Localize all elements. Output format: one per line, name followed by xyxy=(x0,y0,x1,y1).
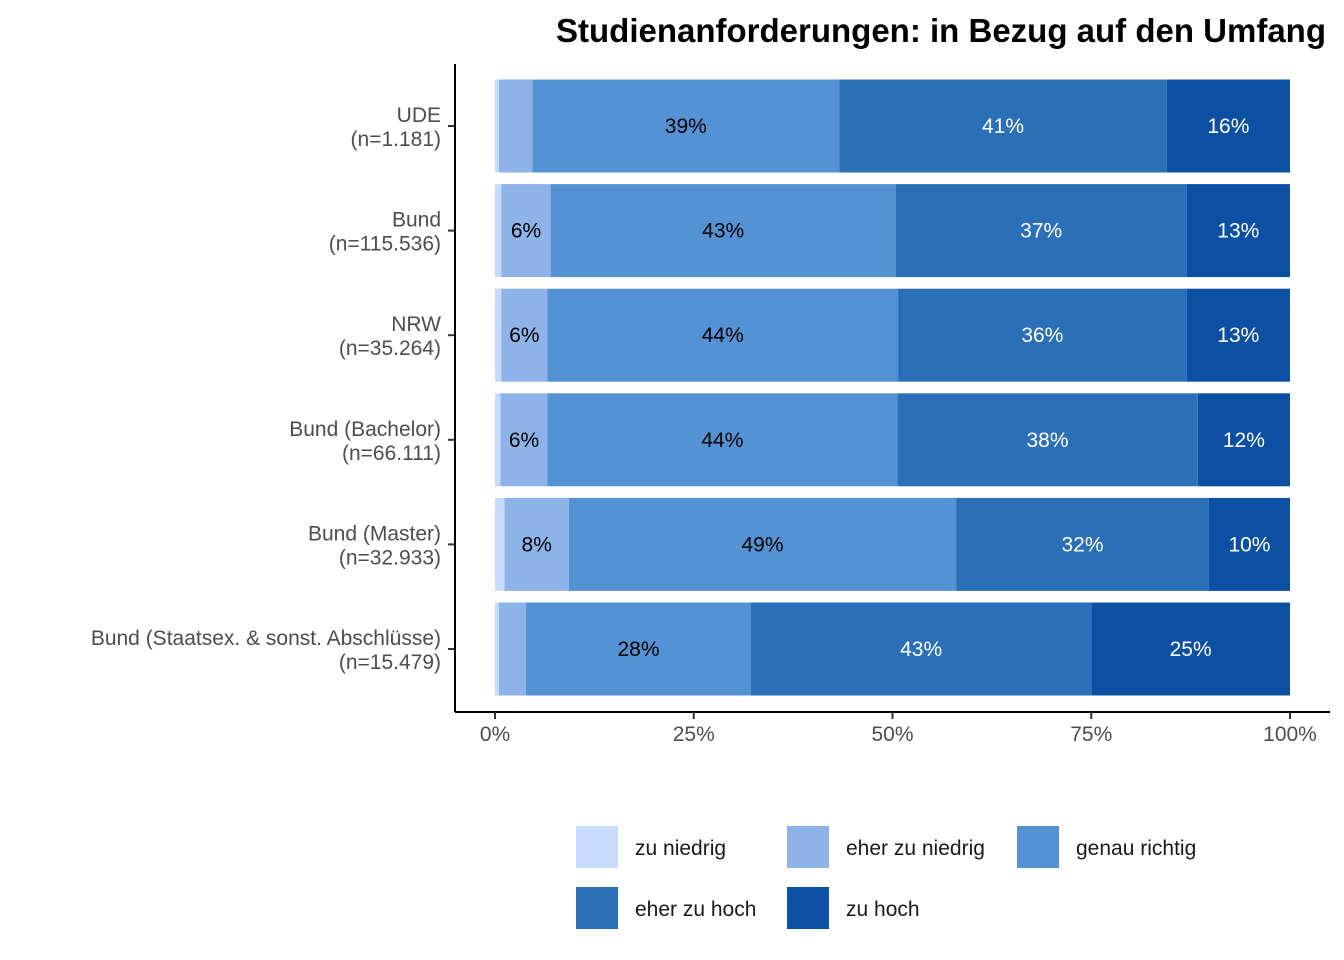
legend-label: zu niedrig xyxy=(635,837,726,860)
bar-segment xyxy=(495,393,501,487)
legend-swatch xyxy=(576,826,618,868)
data-label: 10% xyxy=(1228,533,1270,556)
bar-segment xyxy=(495,79,499,173)
bar-segment xyxy=(532,79,840,173)
legend-swatch xyxy=(576,887,618,929)
bar-segment xyxy=(501,184,551,278)
legend-swatch xyxy=(1017,826,1059,868)
bar-segment xyxy=(1091,602,1290,696)
legend-label: eher zu hoch xyxy=(635,898,756,921)
bar-segment xyxy=(1197,393,1290,487)
data-label: 43% xyxy=(900,638,942,661)
data-label: 44% xyxy=(701,429,743,452)
x-tick-label: 50% xyxy=(871,723,913,746)
bar-segment xyxy=(547,288,899,382)
chart-title: Studienanforderungen: in Bezug auf den U… xyxy=(556,12,1326,49)
axes: UDE (n=1.181) Bund (n=115.536) NRW (n=35.264)… xyxy=(91,64,1330,746)
bar-segment xyxy=(495,602,499,696)
bars-layer: 39% 41% 16% 6% 43% 37% 13% 6% 44% 36% 13% 6% 44% 38% 1… xyxy=(495,79,1290,696)
bar-segment xyxy=(1186,184,1290,278)
data-label: 8% xyxy=(522,533,552,556)
bar-segment xyxy=(1208,497,1290,591)
data-label: 6% xyxy=(509,429,539,452)
data-label: 36% xyxy=(1021,324,1063,347)
bar-segment xyxy=(897,393,1198,487)
legend-label: eher zu niedrig xyxy=(846,837,985,860)
data-label: 6% xyxy=(511,220,541,243)
category-label: Bund (Master) (n=32.933) xyxy=(308,522,441,569)
bar-segment xyxy=(1166,79,1290,173)
bar-segment xyxy=(750,602,1092,696)
bar-segment xyxy=(498,79,533,173)
legend-label: genau richtig xyxy=(1076,837,1196,860)
category-label: NRW (n=35.264) xyxy=(339,313,441,360)
bar-segment xyxy=(839,79,1167,173)
bar-segment xyxy=(895,184,1187,278)
legend-swatch xyxy=(787,887,829,929)
bar-segment xyxy=(500,393,548,487)
data-label: 13% xyxy=(1217,220,1259,243)
data-label: 12% xyxy=(1223,429,1265,452)
data-label: 39% xyxy=(665,115,707,138)
bar-segment xyxy=(495,184,502,278)
data-label: 6% xyxy=(509,324,539,347)
bar-segment xyxy=(568,497,957,591)
bar-segment xyxy=(504,497,569,591)
bar-segment xyxy=(547,393,898,487)
x-tick-label: 0% xyxy=(480,723,510,746)
bar-segment xyxy=(495,497,505,591)
bar-segment xyxy=(495,288,502,382)
data-label: 49% xyxy=(742,533,784,556)
data-label: 16% xyxy=(1207,115,1249,138)
legend: zu niedrig eher zu niedrig genau richtig eh… xyxy=(576,826,1196,929)
bar-segment xyxy=(956,497,1209,591)
category-label: UDE (n=1.181) xyxy=(351,104,441,151)
category-label: Bund (Bachelor) (n=66.111) xyxy=(289,418,441,465)
x-tick-label: 25% xyxy=(673,723,715,746)
x-tick-label: 75% xyxy=(1070,723,1112,746)
data-label: 43% xyxy=(702,220,744,243)
x-tick-label: 100% xyxy=(1263,723,1317,746)
data-label: 28% xyxy=(617,638,659,661)
data-label: 44% xyxy=(702,324,744,347)
bar-segment xyxy=(526,602,751,696)
category-label: Bund (Staatsex. & sonst. Abschlüsse) (n=1… xyxy=(91,627,441,674)
bar-segment xyxy=(1186,288,1290,382)
data-label: 32% xyxy=(1061,533,1103,556)
data-label: 41% xyxy=(982,115,1024,138)
bar-segment xyxy=(501,288,548,382)
data-label: 25% xyxy=(1170,638,1212,661)
data-label: 38% xyxy=(1027,429,1069,452)
legend-swatch xyxy=(787,826,829,868)
data-label: 13% xyxy=(1217,324,1259,347)
bar-segment xyxy=(550,184,896,278)
bar-segment xyxy=(898,288,1187,382)
bar-segment xyxy=(498,602,527,696)
category-label: Bund (n=115.536) xyxy=(329,209,441,256)
data-label: 37% xyxy=(1020,220,1062,243)
legend-label: zu hoch xyxy=(846,898,920,921)
